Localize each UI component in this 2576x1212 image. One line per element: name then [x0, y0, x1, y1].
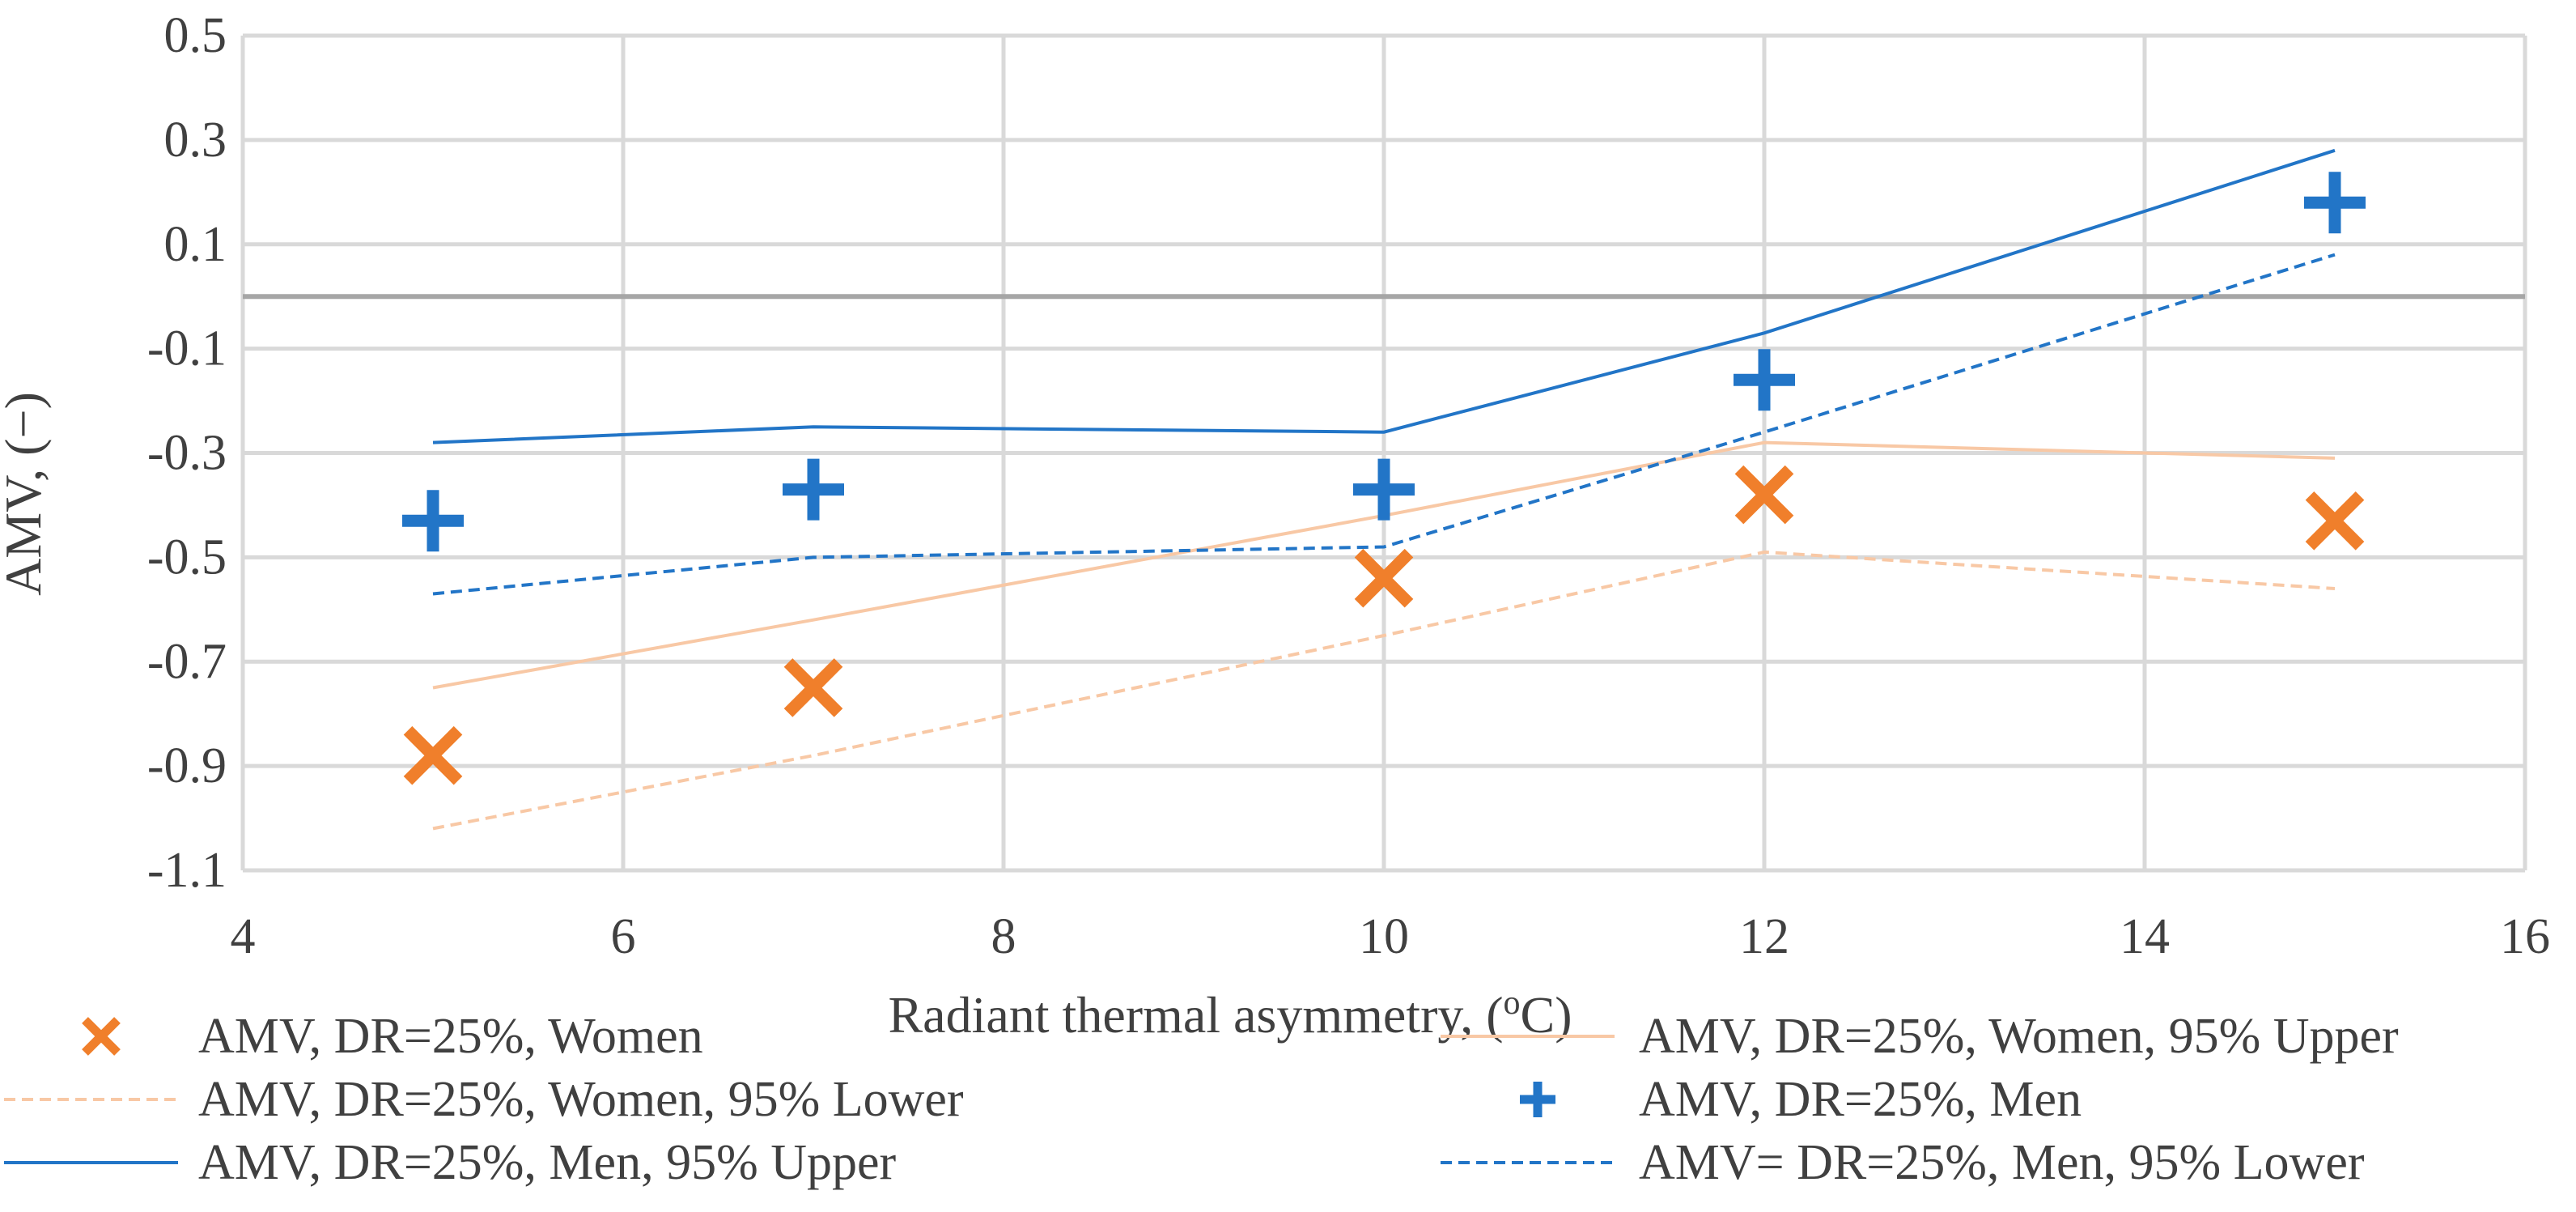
x-tick-label-0: 4 [231, 909, 256, 964]
grid [240, 33, 2527, 873]
y-tick-label-5: -0.5 [147, 529, 227, 585]
legend-item-4: AMV, DR=25%, Men, 95% Upper [4, 1135, 897, 1190]
legend-swatch-0-stroke-b [82, 1017, 121, 1056]
x-tick-label-6: 16 [2500, 909, 2550, 964]
x-tick-label-4: 12 [1739, 909, 1789, 964]
series-line-4 [432, 148, 2336, 444]
legend-label-0: AMV, DR=25%, Women [198, 1009, 703, 1064]
y-tick-label-4: -0.3 [147, 426, 227, 481]
legend-label-3: AMV, DR=25%, Men [1639, 1072, 2082, 1127]
legend-label-4: AMV, DR=25%, Men, 95% Upper [198, 1135, 897, 1190]
legend-item-3: AMV, DR=25%, Men [1520, 1072, 2082, 1127]
x-tick-label-3: 10 [1359, 909, 1409, 964]
legend-item-1: AMV, DR=25%, Women, 95% Upper [1441, 1009, 2399, 1064]
x-tick-label-1: 6 [611, 909, 636, 964]
series-3-point-2 [1353, 458, 1415, 521]
y-tick-label-8: -1.1 [147, 843, 227, 898]
series-0-point-4-stroke-b [2305, 491, 2365, 551]
x-tick-labels: 4 6 8 10 12 14 16 [231, 909, 2551, 964]
legend-item-2: AMV, DR=25%, Women, 95% Lower [4, 1072, 964, 1127]
y-tick-labels: 0.5 0.3 0.1 -0.1 -0.3 -0.5 -0.7 -0.9 -1.1 [147, 8, 227, 898]
y-tick-label-1: 0.3 [164, 113, 227, 168]
series-3-point-1 [783, 458, 844, 521]
y-tick-label-0: 0.5 [164, 8, 227, 63]
y-tick-label-7: -0.9 [147, 738, 227, 793]
series-0-point-0 [403, 725, 463, 785]
series-3-point-0 [402, 490, 464, 552]
legend-label-5: AMV= DR=25%, Men, 95% Lower [1639, 1135, 2365, 1190]
x-tick-label-5: 14 [2120, 909, 2170, 964]
series-0-point-4 [2305, 491, 2365, 551]
series-3-point-3 [1734, 349, 1795, 411]
legend-swatch-0 [82, 1017, 121, 1056]
x-axis-title-suffix: C) [1521, 986, 1572, 1044]
series-0-point-2 [1354, 548, 1414, 608]
legend-item-0: AMV, DR=25%, Women [82, 1009, 703, 1064]
y-tick-label-2: 0.1 [164, 217, 227, 272]
series-line-5 [432, 253, 2336, 596]
x-axis-title-main: Radiant thermal asymmetry, ( [888, 986, 1503, 1044]
legend-label-2: AMV, DR=25%, Women, 95% Lower [198, 1072, 964, 1127]
series-0-point-1-stroke-b [783, 658, 843, 717]
series-0-point-0-stroke-b [403, 725, 463, 785]
legend-label-1: AMV, DR=25%, Women, 95% Upper [1639, 1009, 2399, 1064]
series-3-point-4 [2304, 172, 2366, 234]
legend-swatch-3 [1520, 1082, 1555, 1117]
y-tick-label-6: -0.7 [147, 634, 227, 689]
y-axis-title: AMV, (−) [0, 392, 52, 596]
series-markers [402, 172, 2366, 785]
series-0-point-3-stroke-b [1734, 465, 1794, 525]
series-line-2 [432, 550, 2336, 831]
legend-item-5: AMV= DR=25%, Men, 95% Lower [1441, 1135, 2365, 1190]
series-0-point-2-stroke-b [1354, 548, 1414, 608]
series-0-point-3 [1734, 465, 1794, 525]
x-tick-label-2: 8 [991, 909, 1016, 964]
y-tick-label-3: -0.1 [147, 321, 227, 376]
x-axis-title-sup: o [1504, 984, 1521, 1022]
series-0-point-1 [783, 658, 843, 717]
x-axis-title: Radiant thermal asymmetry, (oC) [888, 984, 1572, 1044]
legend: AMV, DR=25%, Women AMV, DR=25%, Women, 95… [4, 1009, 2399, 1190]
